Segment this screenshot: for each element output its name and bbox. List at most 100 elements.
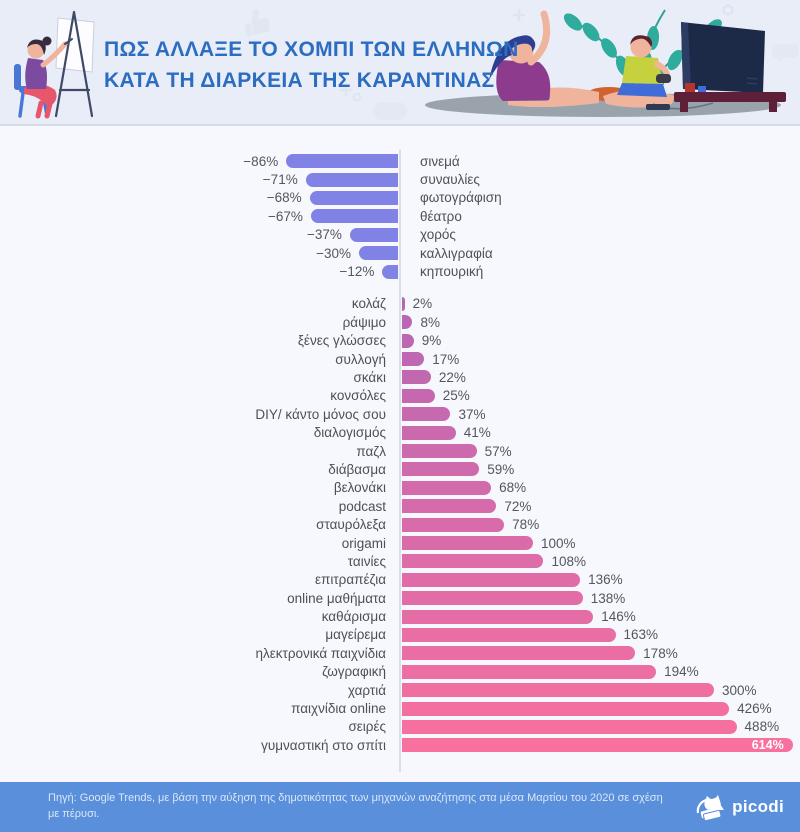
bar-row: −71% συναυλίες [0, 170, 800, 188]
bar-row: −12% κηπουρική [0, 262, 800, 280]
row-right: 25% [400, 388, 800, 403]
category-label: επιτραπέζια [315, 572, 386, 588]
row-left: συλλογή [0, 352, 400, 367]
row-left: podcast [0, 499, 400, 514]
row-left: βελονάκι [0, 480, 400, 495]
category-label: DIY/ κάντο μόνος σου [255, 406, 386, 422]
row-right: 136% [400, 572, 800, 587]
bar-row: ξένες γλώσσες 9% [0, 332, 800, 350]
category-label: σταυρόλεξα [316, 517, 386, 533]
value-label: −30% [316, 245, 351, 261]
value-label: 68% [499, 480, 527, 496]
chart-axis-line [399, 150, 401, 772]
positive-bar [402, 572, 581, 587]
positive-bar [402, 499, 497, 514]
row-left: διάβασμα [0, 462, 400, 477]
picodi-cat-icon [696, 795, 725, 822]
category-label: θέατρο [420, 208, 462, 224]
bar-row: ηλεκτρονικά παιχνίδια 178% [0, 644, 800, 662]
value-label: 108% [551, 553, 586, 569]
value-label: 136% [588, 572, 623, 588]
row-left: −37% [0, 227, 400, 242]
bar-row: καθάρισμα 146% [0, 607, 800, 625]
positive-bar [402, 627, 616, 642]
thumbs-up-icon [244, 9, 270, 37]
positive-bar [402, 664, 657, 679]
row-left: −71% [0, 172, 400, 187]
hobby-bar-chart: −86% σινεμά −71% συναυλίες −68% φωτογράφιση −6… [0, 126, 800, 772]
gamepad-icon [373, 102, 407, 120]
row-left: διαλογισμός [0, 425, 400, 440]
bar-row: σκάκι 22% [0, 368, 800, 386]
chat-bubble-icon [772, 44, 798, 63]
category-label: σκάκι [353, 369, 386, 385]
row-right: 163% [400, 627, 800, 642]
page-title-line2: ΚΑΤΑ ΤΗ ΔΙΑΡΚΕΙΑ ΤΗΣ ΚΑΡΑΝΤΙΝΑΣ [104, 69, 495, 92]
value-label: 9% [421, 333, 442, 349]
row-right: 426% [400, 701, 800, 716]
category-label: συλλογή [335, 351, 386, 367]
value-label: 100% [541, 535, 576, 551]
category-label: χορός [420, 227, 456, 243]
row-left: −67% [0, 209, 400, 224]
row-left: καθάρισμα [0, 609, 400, 624]
category-label: γυμναστική στο σπίτι [261, 737, 386, 753]
positive-bar [402, 296, 405, 311]
category-label: χαρτιά [347, 682, 386, 698]
positive-bar [402, 701, 730, 716]
value-label: −71% [262, 172, 298, 188]
positive-bar [402, 333, 414, 348]
category-label: σινεμά [420, 153, 460, 169]
value-label: −37% [307, 227, 342, 243]
value-label: 2% [412, 296, 433, 312]
row-left: origami [0, 536, 400, 551]
category-label: διαλογισμός [313, 425, 386, 441]
value-label: 57% [484, 443, 512, 459]
row-left: ξένες γλώσσες [0, 333, 400, 348]
bar-row: ταινίες 108% [0, 552, 800, 570]
row-left: online μαθήματα [0, 591, 400, 606]
positive-bar [402, 719, 737, 734]
bar-row: σταυρόλεξα 78% [0, 515, 800, 533]
positive-bar [402, 536, 533, 550]
category-label: κονσόλες [330, 388, 386, 404]
category-label: ράψιμο [342, 314, 386, 330]
row-right: 8% [400, 315, 800, 330]
bar-row: ράψιμο 8% [0, 313, 800, 331]
bar-row: origami 100% [0, 534, 800, 552]
positive-bar [402, 480, 492, 495]
row-right: καλλιγραφία [400, 246, 800, 261]
row-right: 41% [400, 425, 800, 440]
bar-row: −68% φωτογράφιση [0, 189, 800, 207]
plus-sparkle-icon [340, 84, 352, 96]
row-right: φωτογράφιση [400, 190, 800, 205]
bar-row: −37% χορός [0, 226, 800, 244]
category-label: φωτογράφιση [420, 190, 502, 206]
bar-row: παιχνίδια online 426% [0, 699, 800, 717]
bar-row: κολάζ 2% [0, 295, 800, 313]
positive-bar [402, 591, 583, 606]
category-label: ξένες γλώσσες [297, 333, 386, 349]
row-left: παιχνίδια online [0, 701, 400, 716]
positive-bar [402, 388, 435, 403]
row-left: −12% [0, 264, 400, 279]
value-label: 72% [504, 498, 532, 514]
bar-row: −86% σινεμά [0, 152, 800, 170]
category-label: διάβασμα [328, 461, 386, 477]
row-right: 178% [400, 646, 800, 661]
positive-bar [402, 315, 413, 330]
value-label: 41% [463, 425, 491, 441]
bar-row: διάβασμα 59% [0, 460, 800, 478]
value-label: 614% [751, 738, 784, 753]
header-banner: ΠΩΣ ΑΛΛΑΞΕ ΤΟ ΧΟΜΠΙ ΤΩΝ ΕΛΛΗΝΩΝ ΚΑΤΑ ΤΗ … [0, 0, 800, 126]
bar-row: σειρές 488% [0, 718, 800, 736]
positive-bar [402, 554, 544, 569]
bar-row: ζωγραφική 194% [0, 663, 800, 681]
bar-row: μαγείρεμα 163% [0, 626, 800, 644]
bar-row: online μαθήματα 138% [0, 589, 800, 607]
value-label: −86% [243, 153, 279, 169]
positive-bar [402, 352, 425, 367]
row-right: σινεμά [400, 154, 800, 169]
bar-row: συλλογή 17% [0, 350, 800, 368]
category-label: ζωγραφική [322, 664, 386, 680]
